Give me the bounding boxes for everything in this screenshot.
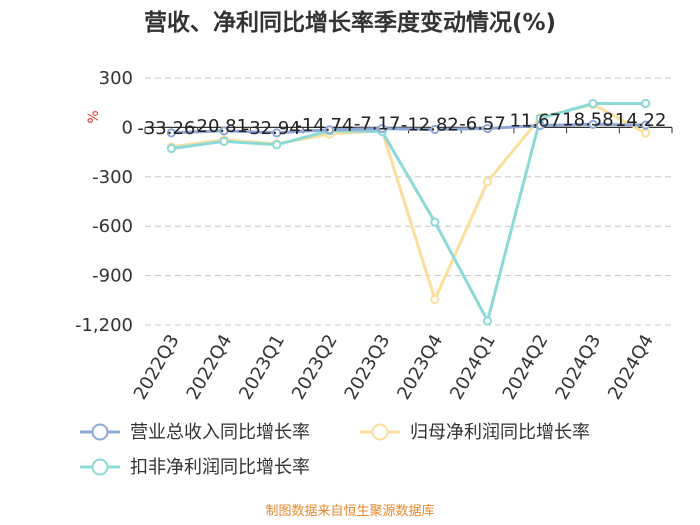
data-label: 11.67	[509, 110, 561, 131]
data-label: -20.81	[190, 116, 248, 137]
x-tick-label: 2022Q4	[182, 331, 236, 403]
legend-marker	[91, 458, 109, 476]
y-tick-label: -1,200	[75, 315, 133, 336]
data-point	[272, 128, 282, 138]
data-point	[272, 140, 282, 150]
series-lines	[166, 98, 651, 326]
x-axis-tick-labels: 2022Q32022Q42023Q12023Q22023Q32023Q42024…	[130, 331, 658, 403]
legend-label: 归母净利润同比增长率	[410, 422, 590, 443]
data-point	[588, 119, 598, 129]
x-tick-label: 2023Q3	[341, 331, 395, 403]
chart-title: 营收、净利同比增长率季度变动情况(%)	[144, 9, 556, 36]
data-point	[430, 217, 440, 227]
y-tick-label: -300	[92, 167, 133, 188]
data-label: -12.82	[401, 115, 459, 136]
y-tick-label: 0	[122, 117, 133, 138]
data-point	[588, 98, 598, 109]
x-tick-label: 2023Q2	[288, 331, 342, 403]
y-tick-label: -900	[92, 266, 133, 287]
data-label: -33.26	[137, 118, 195, 139]
data-point	[482, 177, 493, 187]
data-label: 18.58	[562, 109, 614, 130]
x-tick-label: 2023Q4	[393, 331, 447, 403]
legend-label: 扣非净利润同比增长率	[130, 457, 310, 478]
y-axis-tick-labels: 300 0 -300 -600 -900 -1,200	[75, 68, 133, 336]
data-point	[219, 136, 229, 146]
data-point	[482, 316, 493, 326]
y-axis-unit-label: %	[86, 110, 102, 123]
data-labels: -33.26-20.81-32.94-14.74 -7.17 -12.82 -6.57…	[137, 109, 666, 139]
data-label: -14.74	[295, 115, 353, 136]
data-point	[166, 128, 176, 138]
data-point	[430, 124, 440, 135]
data-point	[430, 294, 440, 305]
x-tick-label: 2024Q1	[446, 331, 500, 403]
data-label: -6.57	[459, 113, 506, 134]
data-label: -32.94	[243, 118, 301, 139]
x-tick-label: 2023Q1	[235, 331, 289, 403]
series-line	[171, 102, 646, 323]
data-label: -7.17	[354, 114, 401, 135]
data-point	[535, 120, 545, 131]
data-point	[219, 126, 229, 136]
data-point	[166, 143, 176, 154]
y-tick-label: -600	[92, 216, 133, 237]
legend-marker	[91, 423, 109, 441]
series-line	[171, 122, 646, 135]
data-point	[377, 123, 387, 134]
legend-marker	[371, 423, 389, 441]
data-point	[482, 123, 493, 134]
data-point	[324, 125, 335, 135]
data-point	[641, 120, 651, 130]
data-label: 14.22	[615, 110, 667, 131]
legend-label: 营业总收入同比增长率	[130, 422, 310, 443]
source-note: 制图数据来自恒生聚源数据库	[265, 503, 434, 519]
x-tick-label: 2024Q2	[499, 331, 553, 403]
x-tick-label: 2022Q3	[130, 331, 184, 403]
data-point	[641, 98, 651, 109]
x-tick-label: 2024Q4	[604, 331, 658, 403]
x-tick-label: 2024Q3	[551, 331, 605, 403]
y-tick-label: 300	[99, 68, 133, 89]
